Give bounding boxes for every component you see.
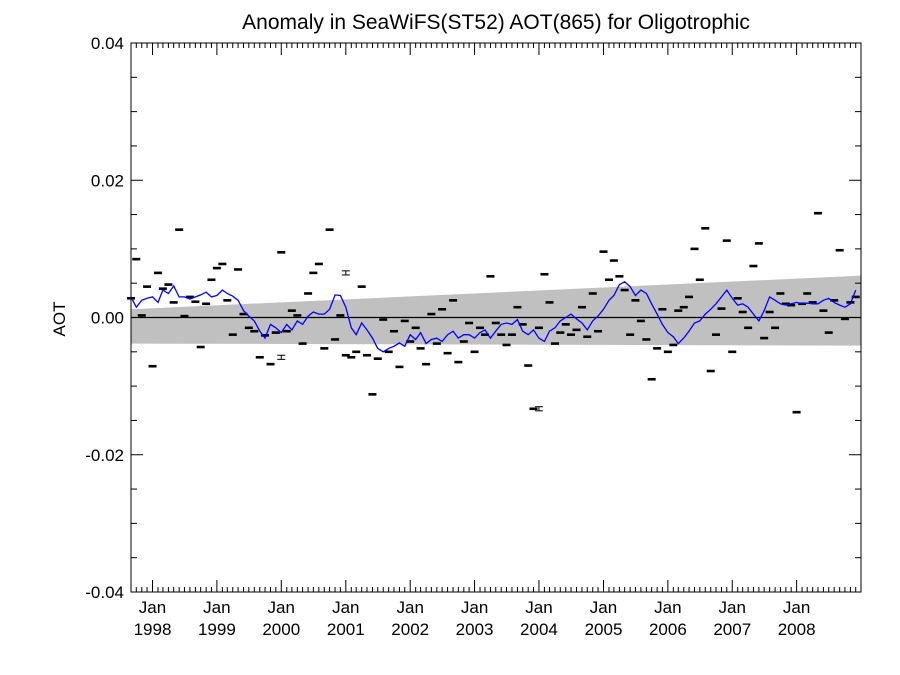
x-tick-year: 2004 xyxy=(520,620,558,639)
axes: 0.04 0.02 0.00 -0.02 -0.04 Jan 1998 Jan 1999 Jan 2… xyxy=(85,34,862,639)
x-tick-year: 2003 xyxy=(456,620,494,639)
y-tick-label: 0.02 xyxy=(91,171,124,190)
x-tick-month: Jan xyxy=(525,598,552,617)
x-tick-month: Jan xyxy=(203,598,230,617)
y-axis-label: AOT xyxy=(50,302,69,337)
x-tick-year: 2001 xyxy=(327,620,365,639)
trend-confidence-band xyxy=(131,275,861,346)
x-tick-year: 1999 xyxy=(198,620,236,639)
x-tick-year: 2006 xyxy=(649,620,687,639)
chart-title: Anomaly in SeaWiFS(ST52) AOT(865) for Ol… xyxy=(242,11,750,34)
y-tick-label: 0.00 xyxy=(91,309,124,328)
x-tick-month: Jan xyxy=(332,598,359,617)
x-tick-month: Jan xyxy=(396,598,423,617)
x-tick-year: 2002 xyxy=(391,620,429,639)
plot-area xyxy=(127,211,861,414)
y-tick-label: 0.04 xyxy=(91,34,124,53)
x-tick-year: 1998 xyxy=(134,620,172,639)
x-tick-month: Jan xyxy=(461,598,488,617)
y-tick-label: -0.02 xyxy=(85,446,124,465)
x-tick-month: Jan xyxy=(719,598,746,617)
x-tick-year: 2008 xyxy=(778,620,816,639)
smoothed-anomaly-line xyxy=(130,281,857,353)
x-tick-month: Jan xyxy=(590,598,617,617)
x-tick-month: Jan xyxy=(268,598,295,617)
x-tick-month: Jan xyxy=(139,598,166,617)
x-tick-year: 2000 xyxy=(262,620,300,639)
y-tick-label: -0.04 xyxy=(85,583,124,602)
x-tick-year: 2005 xyxy=(585,620,623,639)
x-tick-year: 2007 xyxy=(713,620,751,639)
x-tick-month: Jan xyxy=(654,598,681,617)
x-tick-month: Jan xyxy=(783,598,810,617)
